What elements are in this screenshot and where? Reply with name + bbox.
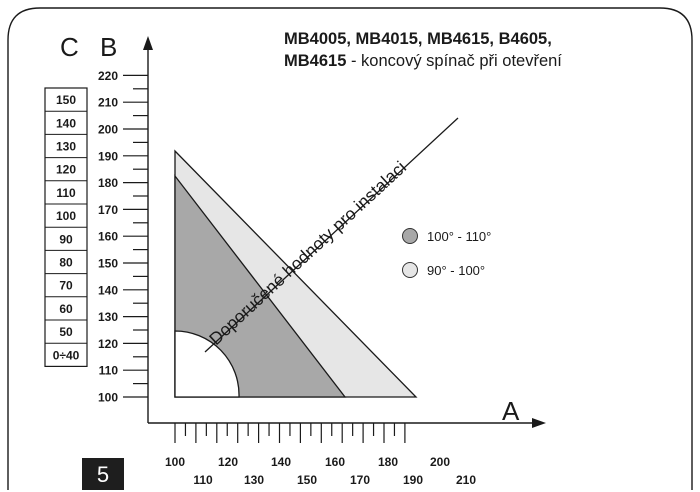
c-table-cell: 150: [56, 93, 76, 107]
b-tick-label: 140: [98, 283, 118, 297]
legend-item-light: 90° - 100°: [402, 262, 485, 278]
a-tick-label-bottom: 210: [456, 473, 476, 487]
legend-swatch-light: [402, 262, 418, 278]
axis-label-b: B: [100, 32, 118, 62]
b-tick-label: 120: [98, 337, 118, 351]
title-models: MB4005, MB4015, MB4615, B4605,: [284, 30, 552, 48]
c-table-cell: 100: [56, 209, 76, 223]
b-tick-label: 150: [98, 257, 118, 271]
a-tick-label-top: 200: [430, 455, 450, 469]
c-table-cell: 50: [59, 325, 73, 339]
page-number: 5: [82, 458, 124, 490]
c-table-cell: 120: [56, 163, 76, 177]
axis-label-c: C: [60, 32, 79, 62]
title-model-last: MB4615: [284, 52, 347, 70]
a-tick-label-top: 120: [218, 455, 238, 469]
b-tick-label: 220: [98, 69, 118, 83]
b-tick-label: 160: [98, 230, 118, 244]
title-subtitle: - koncový spínač při otevření: [346, 52, 562, 70]
legend-item-dark: 100° - 110°: [402, 228, 491, 244]
a-tick-label-top: 160: [325, 455, 345, 469]
page-frame: [7, 7, 693, 490]
axis-label-a: A: [502, 396, 520, 426]
b-tick-label: 190: [98, 149, 118, 163]
b-tick-label: 180: [98, 176, 118, 190]
recommendation-diagonal: [204, 117, 459, 353]
b-axis-arrow: [143, 36, 153, 50]
c-table-cell: 110: [56, 186, 76, 200]
c-table-cell: 60: [59, 302, 73, 316]
b-tick-label: 110: [99, 364, 119, 378]
c-table-cell: 130: [56, 140, 76, 154]
a-tick-label-bottom: 130: [244, 473, 264, 487]
zone-excluded-arc: [174, 330, 240, 398]
b-tick-label: 200: [98, 123, 118, 137]
c-table-cell: 0÷40: [53, 348, 80, 362]
a-tick-label-top: 100: [165, 455, 185, 469]
c-table-cell: 70: [59, 279, 73, 293]
c-table-cell: 80: [59, 256, 73, 270]
b-tick-label: 210: [98, 96, 118, 110]
a-tick-label-bottom: 170: [350, 473, 370, 487]
b-tick-label: 100: [98, 391, 118, 405]
legend-swatch-dark: [402, 228, 418, 244]
a-tick-label-top: 140: [271, 455, 291, 469]
c-table-cell: 90: [59, 232, 73, 246]
b-tick-label: 130: [98, 310, 118, 324]
a-tick-label-bottom: 150: [297, 473, 317, 487]
b-tick-label: 170: [98, 203, 118, 217]
a-tick-label-bottom: 190: [403, 473, 423, 487]
a-tick-label-bottom: 110: [193, 473, 213, 487]
zone-dark: [174, 174, 347, 398]
a-axis-arrow: [532, 418, 546, 428]
c-table-cell: 140: [56, 116, 76, 130]
legend-label-dark: 100° - 110°: [427, 228, 492, 244]
title-line2: MB4615 - koncový spínač při otevření: [284, 52, 562, 71]
a-tick-label-top: 180: [378, 455, 398, 469]
legend-label-light: 90° - 100°: [427, 262, 486, 278]
